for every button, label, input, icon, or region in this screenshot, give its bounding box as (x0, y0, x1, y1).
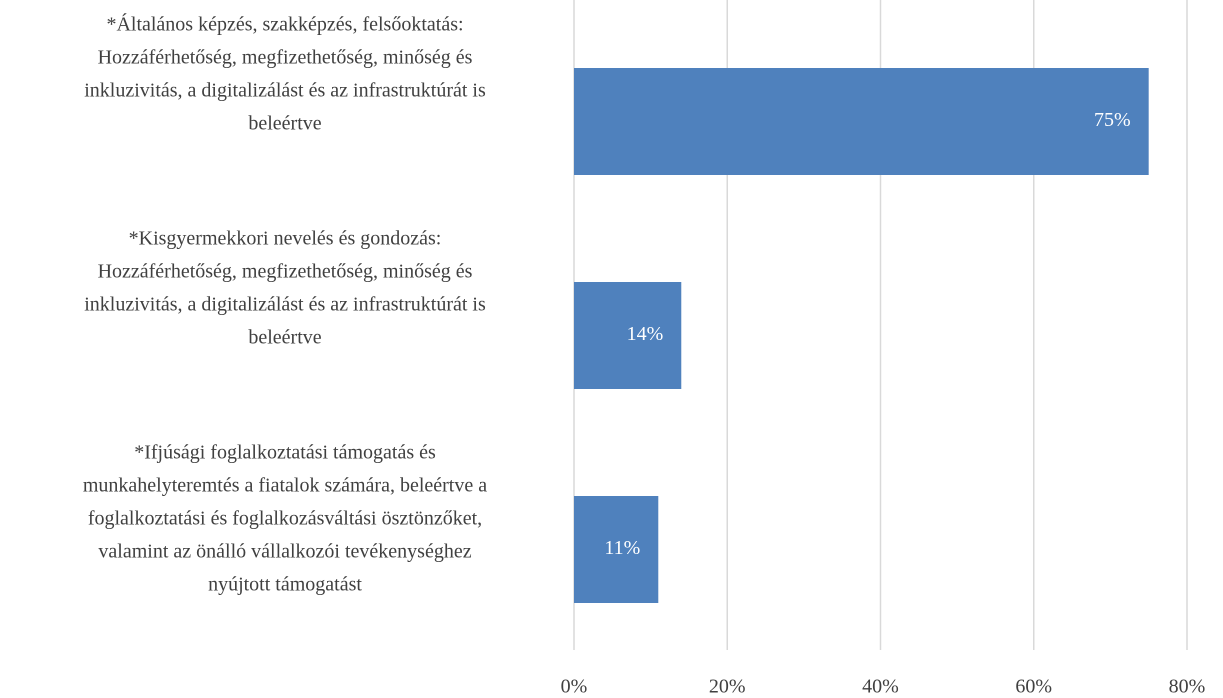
y-tick-label: *Kisgyermekkori nevelés és gondozás: (129, 228, 442, 250)
x-tick-label: 60% (1015, 676, 1052, 698)
data-label: 11% (604, 537, 640, 559)
y-tick-label: foglalkoztatási és foglalkozásváltási ös… (88, 508, 482, 530)
data-label: 14% (627, 323, 664, 345)
y-tick-label: nyújtott támogatást (208, 574, 362, 596)
x-tick-label: 40% (862, 676, 899, 698)
y-tick-label: *Ifjúsági foglalkoztatási támogatás és (134, 442, 436, 464)
x-tick-label: 0% (561, 676, 588, 698)
y-tick-label: Hozzáférhetőség, megfizethetőség, minősé… (98, 47, 473, 69)
x-tick-label: 20% (709, 676, 746, 698)
bar (574, 282, 682, 389)
bar (574, 68, 1149, 175)
y-tick-label: Hozzáférhetőség, megfizethetőség, minősé… (98, 261, 473, 283)
y-tick-label: *Általános képzés, szakképzés, felsőokta… (106, 13, 463, 36)
x-tick-label: 80% (1169, 676, 1206, 698)
y-tick-label: inkluzivitás, a digitalizálást és az inf… (84, 80, 486, 102)
y-tick-label: valamint az önálló vállalkozói tevékenys… (98, 541, 471, 563)
bar (574, 496, 659, 603)
y-tick-label: inkluzivitás, a digitalizálást és az inf… (84, 294, 486, 316)
data-label: 75% (1094, 109, 1131, 131)
y-tick-label: beleértve (248, 113, 321, 135)
y-tick-label: beleértve (248, 327, 321, 349)
y-tick-label: munkahelyteremtés a fiatalok számára, be… (83, 475, 487, 497)
